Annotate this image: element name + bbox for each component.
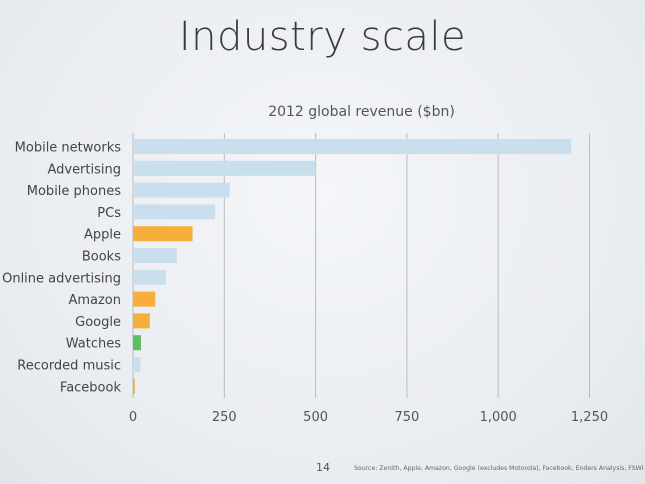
bar-google bbox=[133, 313, 150, 329]
bar-recorded-music bbox=[133, 357, 141, 372]
category-label-books: Books bbox=[82, 250, 121, 265]
category-label-advertising: Advertising bbox=[47, 162, 121, 177]
slide-title: Industry scale bbox=[178, 14, 467, 60]
bar-apple bbox=[133, 226, 193, 242]
category-label-google: Google bbox=[75, 315, 121, 330]
category-label-amazon: Amazon bbox=[68, 293, 121, 308]
category-label-watches: Watches bbox=[66, 337, 121, 352]
x-tick-labels: 0 250 500 750 1,000 1,250 bbox=[129, 410, 608, 425]
bar-amazon bbox=[133, 291, 156, 307]
category-label-mobile-networks: Mobile networks bbox=[15, 141, 122, 156]
bars bbox=[133, 139, 572, 394]
bar-mobile-phones bbox=[133, 182, 230, 198]
x-tick-label: 1,000 bbox=[480, 410, 517, 425]
bar-watches bbox=[133, 335, 142, 351]
bar-books bbox=[133, 248, 177, 263]
source-note: Source: Zenith, Apple, Amazon, Google (e… bbox=[354, 465, 644, 472]
category-label-recorded-music: Recorded music bbox=[17, 359, 121, 374]
x-tick-label: 0 bbox=[129, 410, 137, 425]
bar-online-advertising bbox=[133, 269, 166, 285]
bar-mobile-networks bbox=[133, 139, 572, 154]
x-tick-label: 500 bbox=[303, 410, 328, 425]
x-tick-label: 750 bbox=[394, 410, 419, 425]
x-tick-label: 250 bbox=[212, 410, 237, 425]
category-labels: Mobile networks Advertising Mobile phones P… bbox=[2, 141, 121, 396]
bar-facebook bbox=[133, 378, 135, 394]
category-label-mobile-phones: Mobile phones bbox=[27, 184, 121, 199]
bar-pcs bbox=[133, 204, 216, 220]
category-label-apple: Apple bbox=[84, 228, 121, 243]
bar-advertising bbox=[133, 160, 316, 176]
x-tick-label: 1,250 bbox=[571, 410, 608, 425]
chart-title: 2012 global revenue ($bn) bbox=[268, 104, 455, 120]
category-label-pcs: PCs bbox=[97, 206, 121, 221]
page-number: 14 bbox=[316, 461, 330, 474]
category-label-facebook: Facebook bbox=[60, 380, 122, 395]
category-label-online-advertising: Online advertising bbox=[2, 271, 121, 286]
gridlines bbox=[132, 133, 590, 398]
